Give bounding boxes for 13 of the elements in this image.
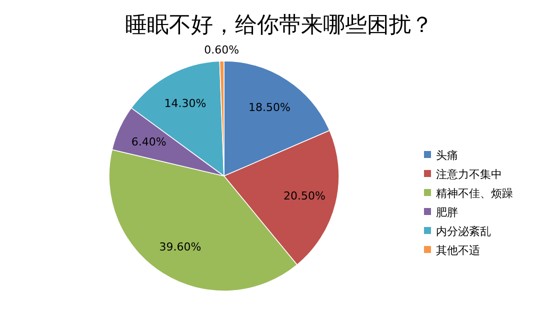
legend-label: 注意力不集中 (436, 168, 502, 181)
data-label: 39.60% (159, 240, 202, 254)
legend-label: 头痛 (436, 149, 458, 162)
data-label: 20.50% (284, 189, 326, 202)
legend-label: 内分泌紊乱 (436, 225, 491, 238)
chart-title: 睡眠不好，给你带来哪些困扰？ (125, 13, 433, 38)
data-label: 14.30% (164, 96, 206, 110)
legend-label: 精神不佳、烦躁 (436, 187, 513, 200)
legend-label: 肥胖 (436, 206, 458, 219)
legend-label: 其他不适 (436, 244, 480, 257)
data-label: 6.40% (131, 135, 166, 148)
data-label: 18.50% (248, 100, 290, 114)
data-label: 0.60% (204, 44, 240, 57)
